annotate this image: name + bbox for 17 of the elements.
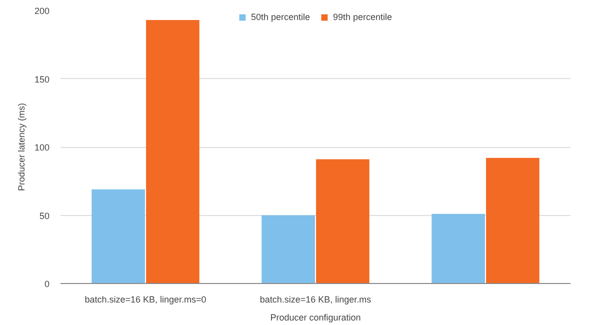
bar <box>92 189 145 284</box>
bar <box>262 215 315 284</box>
y-tick-label: 200 <box>34 6 50 16</box>
bar <box>316 159 370 284</box>
y-tick-label: 0 <box>44 279 50 289</box>
bar <box>486 158 540 284</box>
y-tick-label: 100 <box>34 142 50 152</box>
x-tick-label: batch.size=16 KB, linger.ms=0 <box>84 294 206 304</box>
y-axis-title: Producer latency (ms) <box>16 102 26 192</box>
y-tick-label: 150 <box>34 74 50 84</box>
y-tick-label: 50 <box>39 210 50 221</box>
x-axis-title: Producer configuration <box>270 312 361 322</box>
x-tick-label: batch.size=16 KB, linger.ms <box>260 294 372 304</box>
bar <box>146 20 200 284</box>
legend-label: 99th percentile <box>333 12 392 22</box>
bar <box>432 214 485 284</box>
legend-label: 50th percentile <box>250 12 310 22</box>
